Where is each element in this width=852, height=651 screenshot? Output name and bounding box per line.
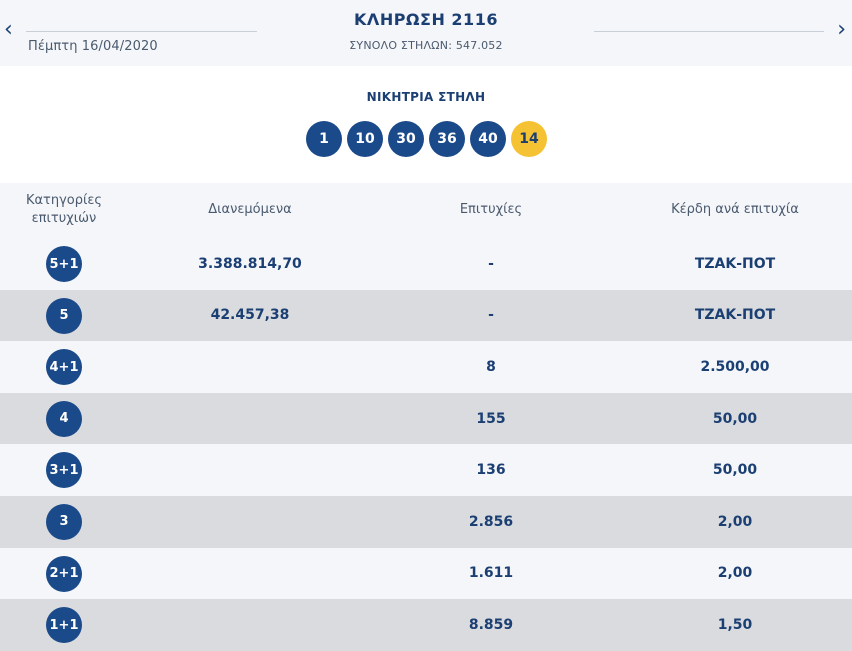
- distributed-amount: [180, 548, 320, 600]
- prize-per-win: ΤΖΑΚ-ΠΟΤ: [694, 255, 776, 272]
- category-badge: 4+1: [46, 349, 82, 386]
- distributed-amount: [180, 444, 320, 496]
- chevron-left-icon[interactable]: ‹: [4, 17, 13, 42]
- header-prize-per-win: Κέρδη ανά επιτυχία: [671, 202, 799, 217]
- winning-number-ball: 10: [347, 121, 383, 157]
- prize-per-win: 50,00: [712, 462, 758, 479]
- wins-count: 1.611: [468, 565, 514, 582]
- divider: [594, 31, 824, 32]
- winning-column-section: ΝΙΚΗΤΡΙΑ ΣΤΗΛΗ 1 10 30 36 40 14: [0, 66, 852, 183]
- category-badge: 2+1: [46, 555, 82, 592]
- category-badge: 5+1: [46, 246, 82, 282]
- category-badge: 3: [46, 503, 82, 540]
- prize-per-win: 50,00: [712, 410, 758, 427]
- distributed-amount: 42.457,38: [210, 307, 290, 324]
- draw-title: ΚΛΗΡΩΣΗ 2116: [354, 10, 498, 29]
- wins-count: 8.859: [468, 616, 514, 633]
- table-row: 4 155 50,00: [0, 392, 852, 445]
- draw-date: Πέμπτη 16/04/2020: [28, 39, 158, 54]
- table-row: 5+1 3.388.814,70 - ΤΖΑΚ-ΠΟΤ: [0, 238, 852, 290]
- wins-count: 136: [476, 462, 506, 479]
- header-distributed: Διανεμόμενα: [208, 202, 292, 217]
- joker-ball: 14: [511, 121, 547, 157]
- winning-numbers: 1 10 30 36 40 14: [306, 121, 547, 157]
- distributed-amount: 3.388.814,70: [198, 255, 302, 272]
- distributed-amount: [180, 393, 320, 445]
- divider: [26, 31, 257, 32]
- distributed-amount: [180, 341, 320, 393]
- prize-per-win: 2,00: [717, 513, 753, 530]
- table-row: 5 42.457,38 - ΤΖΑΚ-ΠΟΤ: [0, 289, 852, 342]
- total-columns: ΣΥΝΟΛΟ ΣΤΗΛΩΝ: 547.052: [349, 39, 503, 52]
- prize-per-win: 2,00: [717, 565, 753, 582]
- chevron-right-icon[interactable]: ›: [837, 17, 846, 42]
- table-row: 3+1 136 50,00: [0, 444, 852, 496]
- category-badge: 1+1: [46, 607, 82, 644]
- table-row: 4+1 8 2.500,00: [0, 341, 852, 393]
- wins-count: -: [488, 307, 494, 324]
- category-badge: 3+1: [46, 452, 82, 489]
- table-row: 1+1 8.859 1,50: [0, 599, 852, 651]
- wins-count: 8: [486, 358, 496, 375]
- winning-number-ball: 30: [388, 121, 424, 157]
- prize-per-win: 1,50: [717, 616, 753, 633]
- wins-count: 155: [476, 410, 506, 427]
- table-row: 3 2.856 2,00: [0, 495, 852, 548]
- table-header: Κατηγορίες επιτυχιών Διανεμόμενα Επιτυχί…: [0, 183, 852, 238]
- results-table: 5+1 3.388.814,70 - ΤΖΑΚ-ΠΟΤ 5 42.457,38 …: [0, 238, 852, 651]
- category-badge: 4: [46, 400, 82, 437]
- draw-header: ‹ Πέμπτη 16/04/2020 ΚΛΗΡΩΣΗ 2116 ΣΥΝΟΛΟ …: [0, 0, 852, 66]
- header-category: Κατηγορίες επιτυχιών: [25, 193, 103, 226]
- header-wins: Επιτυχίες: [459, 202, 523, 217]
- winning-number-ball: 1: [306, 121, 342, 157]
- distributed-amount: [180, 496, 320, 548]
- table-row: 2+1 1.611 2,00: [0, 547, 852, 600]
- winning-number-ball: 40: [470, 121, 506, 157]
- wins-count: 2.856: [468, 513, 514, 530]
- category-badge: 5: [46, 297, 82, 334]
- prize-per-win: ΤΖΑΚ-ΠΟΤ: [694, 307, 776, 324]
- distributed-amount: [180, 599, 320, 651]
- prize-per-win: 2.500,00: [700, 358, 770, 375]
- wins-count: -: [488, 255, 494, 272]
- winning-number-ball: 36: [429, 121, 465, 157]
- winning-column-title: ΝΙΚΗΤΡΙΑ ΣΤΗΛΗ: [366, 90, 486, 104]
